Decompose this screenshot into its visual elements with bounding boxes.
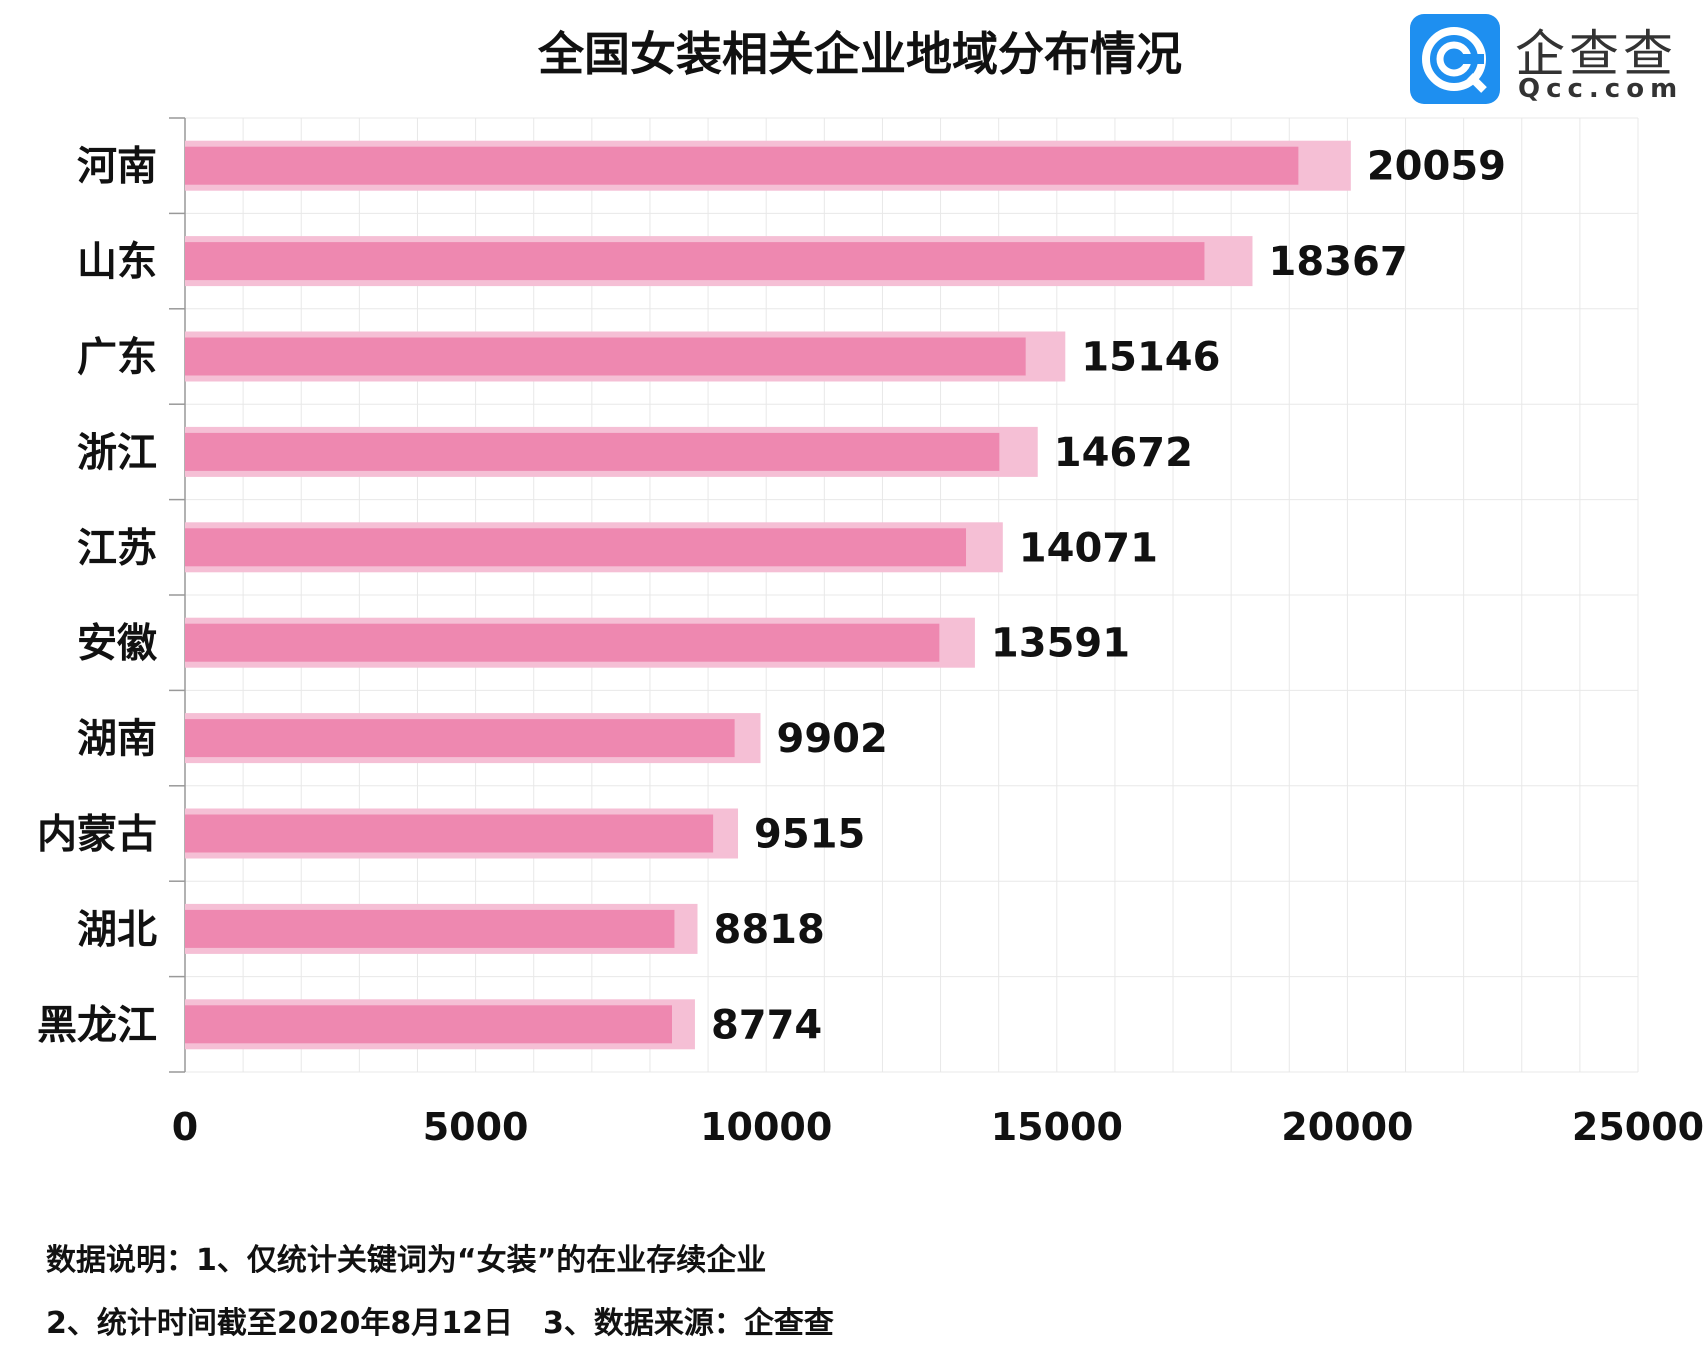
qcc-logo-icon bbox=[1410, 14, 1500, 104]
data-label: 13591 bbox=[991, 621, 1130, 667]
category-label: 广东 bbox=[77, 335, 157, 381]
category-label: 黑龙江 bbox=[37, 1002, 157, 1048]
qcc-logo: 企查查 Qcc.com bbox=[1410, 14, 1700, 106]
x-tick-label: 20000 bbox=[1281, 1105, 1413, 1149]
bar bbox=[185, 719, 735, 758]
category-label: 河南 bbox=[77, 144, 157, 190]
data-label: 8774 bbox=[711, 1002, 822, 1048]
note-line-2: 2、统计时间截至2020年8月12日 3、数据来源：企查查 bbox=[46, 1306, 834, 1341]
data-label: 18367 bbox=[1268, 239, 1407, 285]
bar bbox=[185, 909, 675, 948]
data-label: 9515 bbox=[754, 812, 865, 858]
category-label: 湖北 bbox=[77, 907, 157, 953]
data-label: 8818 bbox=[714, 907, 825, 953]
bar-chart: 河南 20059 山东 18367 广东 15146 浙江 14672 江苏 14071 安徽 135… bbox=[37, 117, 1704, 1149]
category-label: 江苏 bbox=[77, 525, 157, 571]
x-tick-label: 5000 bbox=[423, 1105, 529, 1149]
data-label: 15146 bbox=[1081, 335, 1220, 381]
bar bbox=[185, 242, 1205, 281]
logo-text-en: Qcc.com bbox=[1518, 74, 1684, 104]
category-label: 浙江 bbox=[77, 430, 157, 476]
bar bbox=[185, 1005, 672, 1044]
x-tick-label: 25000 bbox=[1572, 1105, 1704, 1149]
chart-title: 全国女装相关企业地域分布情况 bbox=[538, 27, 1182, 81]
bar bbox=[185, 337, 1026, 376]
bar bbox=[185, 528, 967, 567]
data-label: 20059 bbox=[1367, 144, 1506, 190]
x-tick-label: 10000 bbox=[700, 1105, 832, 1149]
data-label: 9902 bbox=[777, 716, 888, 762]
logo-text-cn: 企查查 bbox=[1515, 25, 1677, 83]
data-label: 14672 bbox=[1054, 430, 1193, 476]
bar bbox=[185, 432, 1000, 471]
x-tick-label: 0 bbox=[172, 1105, 198, 1149]
data-label: 14071 bbox=[1019, 525, 1158, 571]
x-tick-label: 15000 bbox=[991, 1105, 1123, 1149]
bar bbox=[185, 623, 940, 662]
bar bbox=[185, 814, 714, 853]
category-label: 安徽 bbox=[77, 621, 158, 667]
note-line-1: 数据说明：1、仅统计关键词为“女装”的在业存续企业 bbox=[46, 1243, 767, 1278]
category-label: 山东 bbox=[77, 239, 157, 285]
category-label: 湖南 bbox=[77, 716, 157, 762]
bar bbox=[185, 146, 1299, 185]
category-label: 内蒙古 bbox=[37, 812, 157, 858]
